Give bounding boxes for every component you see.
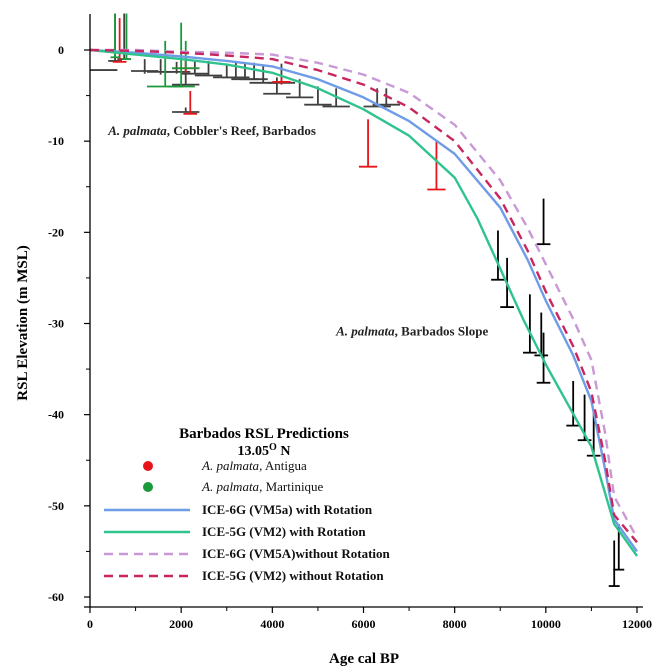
legend-marker-dot: [143, 461, 153, 471]
data-point-slope: [534, 312, 549, 357]
data-points: [90, 13, 625, 587]
annotation-1: A. palmata, Cobbler's Reef, Barbados: [107, 123, 316, 138]
annotation-2: A. palmata, Barbados Slope: [335, 323, 488, 338]
data-point-barbados: [172, 107, 200, 113]
data-point-martinique: [146, 40, 184, 88]
data-point-slope: [566, 380, 581, 427]
x-axis-title: Age cal BP: [329, 651, 399, 667]
series-lines: [89, 48, 639, 557]
annotations: A. palmata, Cobbler's Reef, Barbados A. p…: [107, 123, 488, 339]
data-point-martinique: [110, 13, 120, 59]
data-point-antigua: [427, 141, 446, 191]
legend-marker-dot: [143, 482, 153, 492]
y-tick-label: -40: [48, 408, 64, 422]
series-line-3: [90, 48, 639, 539]
legend-series-label: ICE-6G (VM5A)without Rotation: [202, 546, 391, 561]
x-tick-label: 8000: [443, 617, 467, 631]
data-point-slope: [608, 540, 620, 587]
data-point-barbados: [131, 59, 159, 74]
y-tick-label: 0: [58, 43, 64, 57]
x-tick-label: 2000: [169, 617, 193, 631]
y-tick-label: -60: [48, 590, 64, 604]
x-tick-label: 12000: [622, 617, 652, 631]
legend-subtitle: 13.05O N: [238, 442, 291, 459]
x-tick-label: 10000: [531, 617, 561, 631]
data-point-antigua: [183, 91, 198, 115]
series-line-1: [89, 48, 638, 553]
data-point-antigua: [112, 18, 127, 63]
data-point-antigua: [358, 119, 378, 168]
x-tick-label: 6000: [352, 617, 376, 631]
y-tick-label: -50: [48, 499, 64, 513]
series-line-2: [89, 48, 638, 557]
data-point-slope: [536, 198, 551, 246]
legend-title: Barbados RSL Predictions: [179, 426, 349, 442]
x-tick-label: 0: [87, 617, 93, 631]
legend-marker-label: A. palmata, Antigua: [201, 458, 307, 473]
data-point-martinique: [167, 22, 195, 88]
legend-series-label: ICE-5G (VM2) without Rotation: [202, 568, 384, 583]
legend-series-label: ICE-6G (VM5a) with Rotation: [202, 502, 373, 517]
y-tick-label: -20: [48, 225, 64, 239]
y-tick-label: -10: [48, 134, 64, 148]
data-point-barbados: [263, 77, 291, 95]
legend-series-label: ICE-5G (VM2) with Rotation: [202, 524, 366, 539]
series-line-4: [89, 48, 638, 544]
data-point-slope: [523, 294, 537, 354]
legend-marker-label: A. palmata, Martinique: [201, 479, 324, 494]
axes: 0 2000 4000 6000 8000 10000 12000 0 -10 -20 -30 -40…: [48, 14, 652, 631]
data-point-slope: [491, 230, 505, 281]
x-tick-label: 4000: [260, 617, 284, 631]
y-tick-label: -30: [48, 317, 64, 331]
data-point-martinique: [172, 40, 200, 70]
data-point-barbados: [181, 60, 209, 75]
y-axis-title: RSL Elevation (m MSL): [15, 245, 31, 400]
